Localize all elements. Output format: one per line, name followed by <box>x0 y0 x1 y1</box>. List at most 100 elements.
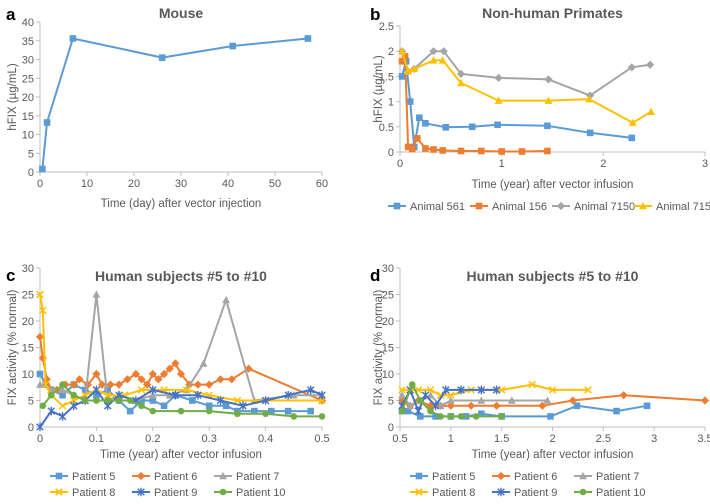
panel-c-y-tick-label: 30 <box>22 263 34 275</box>
data-point <box>457 147 465 155</box>
data-point <box>421 390 430 400</box>
panel-d-x-tick-label: 3.5 <box>697 433 710 445</box>
data-point <box>398 47 406 55</box>
data-point <box>439 147 446 154</box>
legend-label: Animal 7150 <box>574 201 635 213</box>
legend-swatch-marker <box>415 488 423 496</box>
data-point <box>35 332 45 341</box>
legend-swatch-marker <box>579 488 587 496</box>
data-point <box>229 42 236 50</box>
data-point <box>477 396 486 404</box>
data-point <box>137 375 146 384</box>
data-point <box>544 147 551 155</box>
panel-d-series-patient-10 <box>398 381 505 420</box>
legend-swatch-marker <box>55 488 63 496</box>
data-point <box>58 385 67 394</box>
data-point <box>182 386 191 394</box>
panel-c-x-tick-label: 0.2 <box>145 433 160 445</box>
data-point <box>492 401 501 410</box>
panel-a-y-tick-label: 40 <box>22 17 34 29</box>
data-point <box>97 380 107 389</box>
data-point <box>199 359 208 367</box>
data-point <box>422 145 429 152</box>
data-point <box>92 290 101 298</box>
data-point <box>613 407 620 415</box>
panel-a-y-tick-label: 5 <box>28 148 34 160</box>
legend-item: Animal 156 <box>470 201 547 213</box>
panel-c-x-tick-label: 0.4 <box>258 433 273 445</box>
data-point <box>401 52 409 60</box>
legend-label: Patient 7 <box>236 471 279 483</box>
data-point <box>544 75 553 84</box>
data-point <box>413 135 421 142</box>
data-point <box>171 359 180 368</box>
panel-a-x-tick-label: 40 <box>222 178 234 190</box>
legend-item: Patient 8 <box>410 487 475 499</box>
data-point <box>410 64 419 73</box>
series-line <box>39 293 322 402</box>
legend-label: Patient 9 <box>514 487 557 499</box>
legend-swatch-marker <box>55 472 63 480</box>
data-point <box>267 407 275 415</box>
data-point <box>148 369 157 379</box>
data-point <box>398 391 406 399</box>
panel-d-x-label: Time (year) after vector infusion <box>472 449 634 461</box>
data-point <box>165 364 174 373</box>
panel-b-y-tick-label: 0.5 <box>379 122 394 134</box>
panel-a-y-tick-label: 10 <box>22 130 34 142</box>
panel-b-series-animal-561 <box>398 57 636 151</box>
panel-d-x-tick-label: 3 <box>651 433 657 445</box>
data-point <box>177 407 185 415</box>
data-point <box>69 380 78 389</box>
legend-item: Patient 10 <box>214 487 286 499</box>
data-point <box>437 413 444 420</box>
panel-b-x-tick-label: 0 <box>397 158 403 170</box>
data-point <box>205 380 214 389</box>
data-point <box>584 386 592 394</box>
panel-c-letter: c <box>6 266 15 285</box>
data-point <box>447 413 455 420</box>
panel-b-letter: b <box>370 5 380 24</box>
legend-label: Patient 8 <box>432 487 475 499</box>
data-point <box>43 119 51 126</box>
data-point <box>477 385 486 395</box>
panel-d-y-tick-label: 15 <box>382 343 394 355</box>
data-point <box>36 422 44 432</box>
data-point <box>38 354 47 363</box>
data-point <box>58 412 67 421</box>
panel-c-title: Human subjects #5 to #10 <box>95 268 267 284</box>
legend-item: Patient 9 <box>492 487 557 499</box>
panel-d-y-tick-label: 30 <box>382 263 394 275</box>
legend-swatch-marker <box>219 471 227 480</box>
data-point <box>103 391 112 400</box>
panel-b-x-label: Time (year) after vector infusion <box>472 179 634 191</box>
data-point <box>70 401 78 411</box>
data-point <box>586 129 594 137</box>
data-point <box>417 397 424 404</box>
data-point <box>176 369 186 379</box>
panel-b-y-tick-label: 1 <box>388 97 394 109</box>
data-point <box>406 98 414 105</box>
data-point <box>306 385 315 395</box>
legend-item: Patient 8 <box>50 487 115 499</box>
data-point <box>148 391 157 399</box>
panel-c-x-tick-label: 0 <box>37 433 43 445</box>
legend-label: Patient 8 <box>72 487 115 499</box>
panel-b-title: Non-human Primates <box>482 5 623 21</box>
series-line <box>401 50 651 97</box>
data-point <box>404 67 413 75</box>
data-point <box>408 381 416 388</box>
data-point <box>251 407 258 415</box>
panel-d-x-tick-label: 2.5 <box>596 433 611 445</box>
data-point <box>700 396 710 405</box>
data-point <box>643 402 651 410</box>
panel-d-y-tick-label: 25 <box>382 290 394 302</box>
panel-b-y-tick-label: 2.5 <box>379 21 394 33</box>
series-line <box>401 394 706 407</box>
data-point <box>114 380 124 389</box>
panel-b-x-tick-label: 3 <box>702 158 708 170</box>
data-point <box>627 63 636 72</box>
panel-a-y-tick-label: 25 <box>22 73 34 85</box>
legend-swatch-marker <box>639 201 647 210</box>
